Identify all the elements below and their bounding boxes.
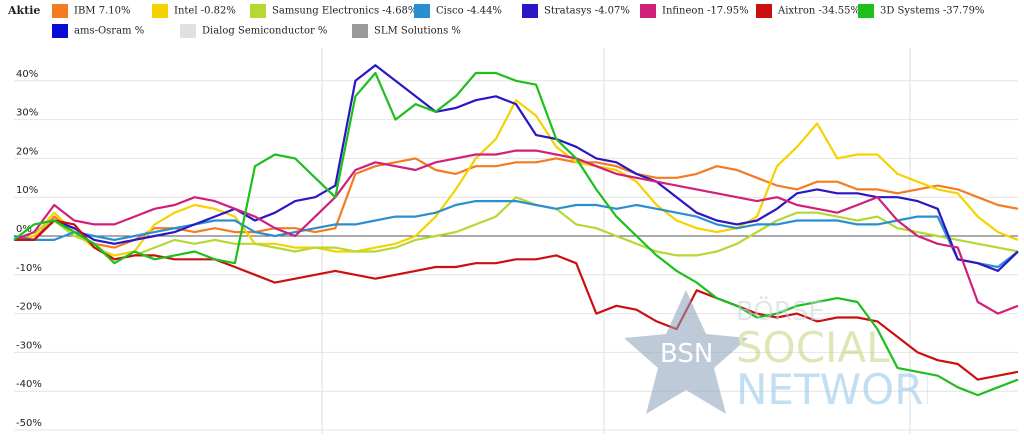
legend-swatch [152,4,168,18]
y-axis-ticks: 40% 30% 20% 10% 0% -10% -20% -30% -40% -50% [16,69,42,429]
legend-label: Cisco -4.44% [436,5,502,17]
legend-label: Dialog Semiconductor % [202,25,328,37]
watermark-star-icon [624,290,748,414]
y-tick-label: -30% [16,340,42,351]
legend-label: Infineon -17.95% [662,5,749,17]
legend-entry[interactable]: IBM 7.10% [52,4,130,18]
watermark-line1: BÖRSE [736,295,825,327]
legend-label: IBM 7.10% [74,5,131,17]
legend-swatch [414,4,430,18]
legend-label: SLM Solutions % [374,25,461,37]
y-tick-label: 40% [16,69,38,80]
legend-swatch [180,24,196,38]
legend-label: Samsung Electronics -4.68% [272,5,418,17]
legend-entry[interactable]: SLM Solutions % [352,24,461,38]
watermark-line3: NETWORK [736,365,928,414]
legend-swatch [52,4,68,18]
series-line[interactable] [14,64,1019,272]
y-tick-label: -40% [16,379,42,390]
legend-swatch [858,4,874,18]
series-line[interactable] [13,196,1019,261]
legend-entry[interactable]: Infineon -17.95% [640,4,749,18]
series-layer [13,64,1019,397]
legend-entry[interactable]: 3D Systems -37.79% [858,4,984,18]
legend-swatch [52,24,68,38]
watermark-star-text: BSN [660,339,713,369]
y-tick-label: 30% [16,108,38,119]
legend-entry[interactable]: Dialog Semiconductor % [180,24,327,38]
legend-title: Aktie [8,4,41,17]
legend-entry[interactable]: ams-Osram % [52,24,144,38]
legend-swatch [250,4,266,18]
series-line[interactable] [13,71,1019,397]
watermark-line2: SOCIAL [736,323,890,372]
legend-swatch [522,4,538,18]
legend-entry[interactable]: Samsung Electronics -4.68% [250,4,417,18]
legend-label: Intel -0.82% [174,5,236,17]
legend-label: 3D Systems -37.79% [880,5,985,17]
legend-swatch [756,4,772,18]
legend-swatch [352,24,368,38]
y-tick-label: 10% [16,185,38,196]
y-tick-label: -10% [16,263,42,274]
y-tick-label: -20% [16,302,42,313]
y-tick-label: 20% [16,146,38,157]
series-line[interactable] [13,99,1019,257]
series-line[interactable] [13,200,1019,269]
legend-entry[interactable]: Stratasys -4.07% [522,4,630,18]
legend-label: ams-Osram % [74,25,145,37]
legend-entry[interactable]: Cisco -4.44% [414,4,502,18]
legend-entry[interactable]: Aixtron -34.55% [756,4,860,18]
series-line[interactable] [14,219,1019,381]
y-tick-label: -50% [16,418,42,429]
legend-label: Aixtron -34.55% [778,5,861,17]
legend-label: Stratasys -4.07% [544,5,630,17]
legend-swatch [640,4,656,18]
legend: Aktie IBM 7.10% Intel -0.82% Samsung Elect… [0,0,1024,44]
y-tick-label: 0% [16,224,32,235]
watermark: BSN BÖRSE SOCIAL NETWORK [624,290,928,414]
series-line[interactable] [13,149,1019,315]
legend-entry[interactable]: Intel -0.82% [152,4,236,18]
